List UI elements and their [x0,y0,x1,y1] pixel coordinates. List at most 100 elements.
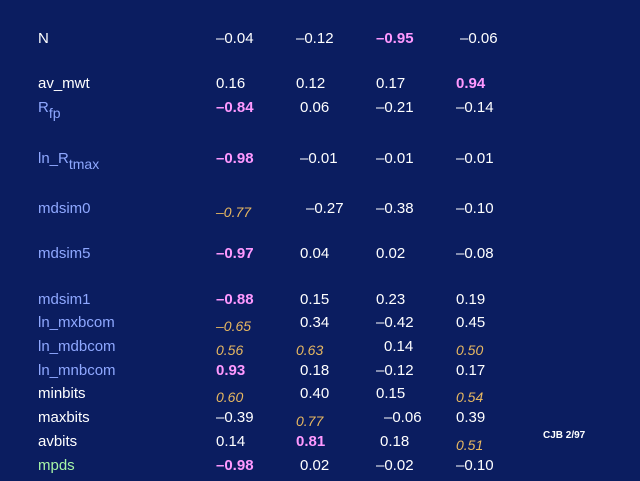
row-label-text: ln_R [38,150,69,167]
row-label-subscript: tmax [68,156,100,172]
row-label: ln_mdbcom [38,338,116,355]
table-cell: –0.12 [296,30,334,47]
row-label-text: ln_mnbcom [38,362,116,379]
row-label: mdsim0 [38,200,91,217]
table-row: ln_mnbcom 0.93 0.18 –0.12 0.17 [0,362,640,386]
table-row: ln_mxbcom –0.65 0.34 –0.42 0.45 [0,314,640,338]
table-cell: –0.21 [376,99,414,116]
table-cell: 0.45 [456,314,486,331]
table-row: mdsim5 –0.97 0.04 0.02 –0.08 [0,245,640,269]
row-label: mpds [38,457,75,474]
table-cell: –0.10 [456,457,494,474]
row-label-text: minbits [38,385,86,402]
table-cell: 0.56 [216,342,244,358]
table-cell: 0.77 [296,413,324,429]
row-label: avbits [38,433,77,450]
table-cell: 0.39 [456,409,486,426]
table-row: Rfp –0.84 0.06 –0.21 –0.14 [0,99,640,123]
table-cell: 0.51 [456,437,484,453]
table-cell: 0.17 [456,362,486,379]
row-label: maxbits [38,409,90,426]
row-label: mdsim1 [38,291,91,308]
table-cell: –0.42 [376,314,414,331]
table-cell: 0.12 [296,75,326,92]
table-cell: 0.15 [376,385,406,402]
row-label: minbits [38,385,86,402]
table-cell: –0.12 [376,362,414,379]
row-label-text: mpds [38,457,75,474]
table-cell: 0.19 [456,291,486,308]
table-cell: 0.34 [300,314,330,331]
table-cell: 0.02 [376,245,406,262]
table-cell: 0.14 [216,433,246,450]
table-row: minbits 0.60 0.40 0.15 0.54 [0,385,640,409]
table-cell: 0.23 [376,291,406,308]
table-cell: –0.95 [376,30,414,47]
table-cell: 0.16 [216,75,246,92]
row-label-text: mdsim0 [38,200,91,217]
row-label: ln_Rtmax [38,150,99,172]
table-cell: 0.06 [300,99,330,116]
row-label: ln_mnbcom [38,362,116,379]
author-credit: CJB 2/97 [543,430,586,441]
table-cell: 0.40 [300,385,330,402]
row-label: Rfp [38,99,61,121]
row-label: N [38,30,49,47]
table-cell: 0.17 [376,75,406,92]
table-cell: 0.50 [456,342,484,358]
table-cell: 0.18 [380,433,410,450]
row-label-subscript: fp [48,105,61,121]
table-row: avbits 0.14 0.81 0.18 0.51 [0,433,640,457]
row-label-text: mdsim5 [38,245,91,262]
row-label-text: R [38,99,49,116]
table-cell: –0.88 [216,291,254,308]
table-row: mpds –0.98 0.02 –0.02 –0.10 [0,457,640,481]
table-cell: –0.02 [376,457,414,474]
table-cell: –0.97 [216,245,254,262]
table-cell: –0.08 [456,245,494,262]
table-cell: 0.04 [300,245,330,262]
table-cell: –0.14 [456,99,494,116]
row-label: mdsim5 [38,245,91,262]
row-label-text: maxbits [38,409,90,426]
table-cell: 0.02 [300,457,330,474]
table-row: av_mwt 0.16 0.12 0.17 0.94 [0,75,640,99]
table-cell: –0.77 [216,204,252,220]
table-row: mdsim1 –0.88 0.15 0.23 0.19 [0,291,640,315]
table-cell: –0.04 [216,30,254,47]
table-cell: 0.81 [296,433,326,450]
table-cell: –0.01 [376,150,414,167]
row-label: av_mwt [38,75,90,92]
table-cell: –0.65 [216,318,252,334]
table-cell: –0.84 [216,99,254,116]
row-label-text: N [38,30,49,47]
table-cell: –0.01 [300,150,338,167]
table-row: ln_mdbcom 0.56 0.63 0.14 0.50 [0,338,640,362]
table-cell: –0.27 [306,200,344,217]
table-cell: 0.63 [296,342,324,358]
table-row: mdsim0 –0.77 –0.27 –0.38 –0.10 [0,200,640,224]
table-cell: –0.38 [376,200,414,217]
table-cell: –0.10 [456,200,494,217]
table-cell: 0.15 [300,291,330,308]
table-row: maxbits –0.39 0.77 –0.06 0.39 [0,409,640,433]
table-cell: –0.98 [216,457,254,474]
row-label-text: avbits [38,433,78,450]
table-cell: –0.06 [460,30,498,47]
table-cell: 0.60 [216,389,244,405]
row-label-text: ln_mdbcom [38,338,116,355]
table-cell: –0.06 [384,409,422,426]
table-cell: 0.14 [384,338,414,355]
table-cell: 0.94 [456,75,486,92]
row-label: ln_mxbcom [38,314,115,331]
table-cell: –0.01 [456,150,494,167]
table-cell: 0.54 [456,389,484,405]
table-cell: –0.39 [216,409,254,426]
table-cell: 0.93 [216,362,246,379]
table-cell: –0.98 [216,150,254,167]
table-row: N –0.04 –0.12 –0.95 –0.06 [0,30,640,54]
row-label-text: mdsim1 [38,291,91,308]
table-cell: 0.18 [300,362,330,379]
row-label-text: av_mwt [38,75,90,92]
